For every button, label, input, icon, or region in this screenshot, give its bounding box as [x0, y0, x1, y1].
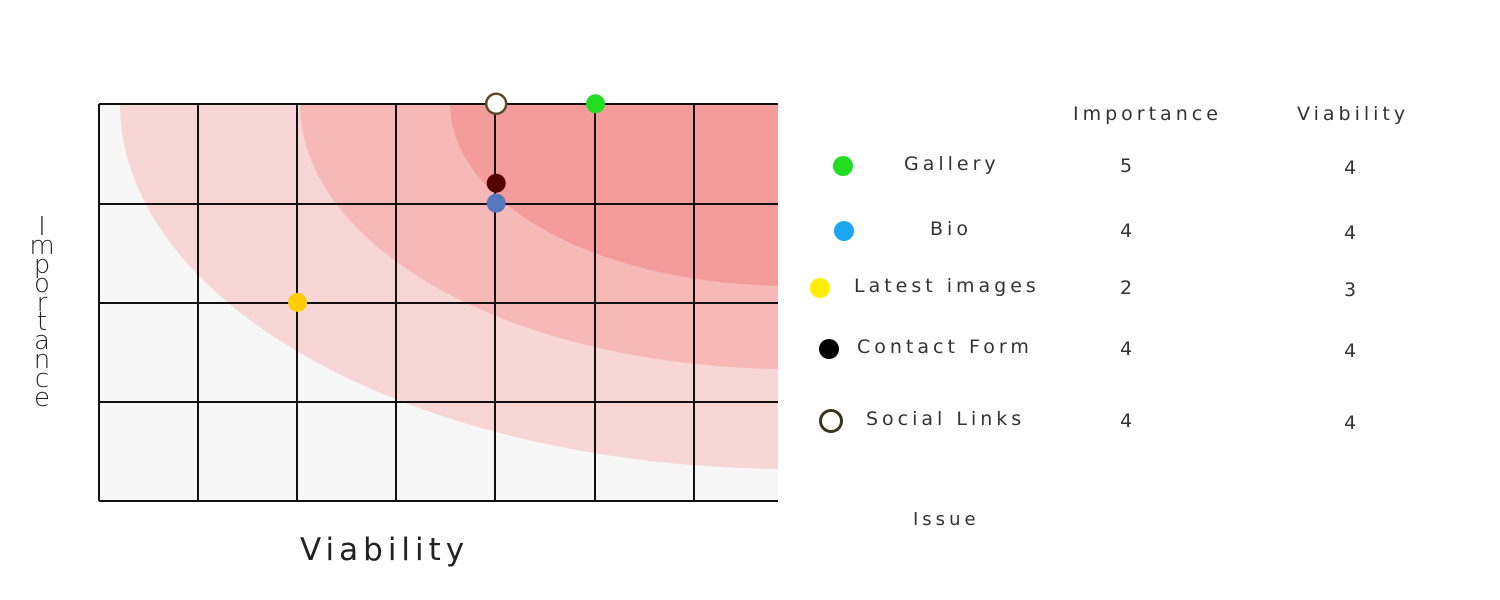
priority-chart [98, 92, 778, 502]
issue-name: Latest images [854, 275, 1040, 297]
viability-value: 4 [1343, 222, 1357, 244]
importance-value: 4 [1119, 338, 1133, 360]
issue-name: Social Links [866, 408, 1026, 430]
issue-name: Bio [930, 218, 972, 240]
point-latest-images [288, 292, 308, 312]
point-bio [486, 193, 506, 213]
legend-dot [833, 156, 853, 176]
table-header-importance: Importance [1073, 103, 1222, 125]
table-row: Gallery 5 4 [0, 153, 1500, 193]
legend-dot [819, 409, 843, 433]
issue-name: Contact Form [857, 336, 1033, 358]
point-contact-form [486, 173, 506, 193]
legend-dot [810, 278, 830, 298]
legend-dot [834, 221, 854, 241]
viability-value: 4 [1343, 412, 1357, 434]
legend-dot [819, 339, 839, 359]
table-header-viability: Viability [1297, 103, 1410, 125]
importance-value: 5 [1119, 155, 1133, 177]
point-gallery [586, 94, 605, 114]
importance-value: 4 [1119, 410, 1133, 432]
table-footer-issue: Issue [913, 509, 980, 530]
viability-value: 4 [1343, 340, 1357, 362]
table-row: Social Links 4 4 [0, 408, 1500, 448]
chart-points [288, 92, 605, 312]
issue-name: Gallery [904, 153, 1000, 175]
table-row: Bio 4 4 [0, 218, 1500, 258]
chart-grid [98, 103, 778, 502]
importance-value: 4 [1119, 220, 1133, 242]
viability-value: 3 [1343, 279, 1357, 301]
table-row: Contact Form 4 4 [0, 336, 1500, 376]
table-row: Latest images 2 3 [0, 275, 1500, 315]
point-social-links [484, 92, 508, 116]
band-high [450, 104, 778, 286]
x-axis-label: Viability [300, 532, 470, 568]
importance-value: 2 [1119, 277, 1133, 299]
viability-value: 4 [1343, 157, 1357, 179]
